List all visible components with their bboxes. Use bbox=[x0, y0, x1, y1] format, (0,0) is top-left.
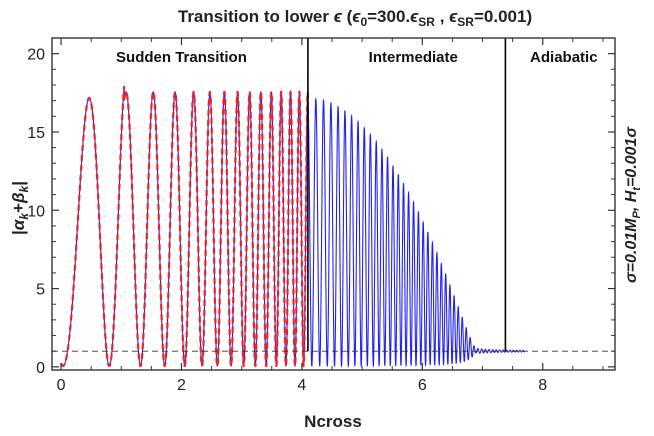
chart-title: Transition to lower ϵ (ϵ0=300.ϵSR , ϵSR=… bbox=[178, 7, 532, 29]
annotations: Sudden Transition Intermediate Adiabatic bbox=[116, 49, 598, 66]
y-tick-label: 15 bbox=[27, 125, 45, 142]
x-tick-label: 4 bbox=[297, 377, 306, 394]
curves bbox=[60, 85, 525, 369]
plot-frame bbox=[51, 37, 616, 371]
x-tick-label: 2 bbox=[177, 377, 186, 394]
y-tick-label: 0 bbox=[36, 360, 45, 377]
region-annotation: Intermediate bbox=[369, 49, 458, 66]
plot-area: 0 2 4 6 8 0 5 10 15 20 Sudden Transition Intermed… bbox=[27, 37, 616, 394]
x-tick-label: 8 bbox=[538, 377, 547, 394]
series-red-dashed-line bbox=[60, 85, 310, 368]
side-parameter-label: σ=0.01MP, Ht=0.001σ bbox=[623, 126, 643, 283]
y-axis-label: |αk+βk| bbox=[9, 181, 31, 235]
y-tick-label: 20 bbox=[27, 47, 45, 64]
y-tick-label: 10 bbox=[27, 203, 45, 220]
reference-lines bbox=[52, 38, 615, 352]
x-tick-label: 0 bbox=[57, 377, 66, 394]
x-ticks: 0 2 4 6 8 bbox=[57, 38, 604, 394]
region-annotation: Sudden Transition bbox=[116, 49, 247, 66]
y-ticks: 0 5 10 15 20 bbox=[27, 47, 615, 377]
x-tick-label: 6 bbox=[418, 377, 427, 394]
y-tick-label: 5 bbox=[36, 282, 45, 299]
x-axis-label: Ncross bbox=[304, 412, 362, 431]
region-annotation: Adiabatic bbox=[530, 49, 598, 66]
